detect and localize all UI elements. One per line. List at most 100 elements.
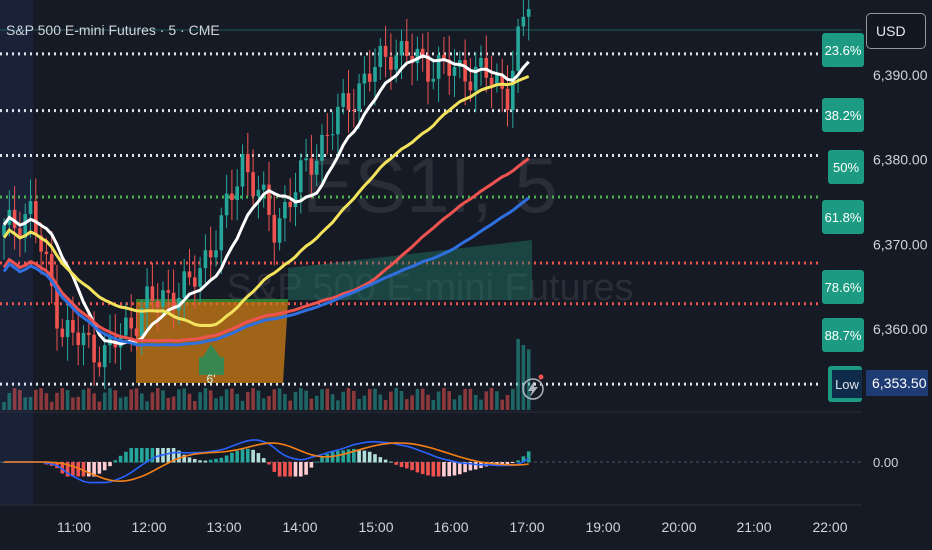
macd-bar [283, 462, 287, 477]
volume-bar [140, 393, 144, 410]
volume-bar [224, 389, 229, 410]
macd-bar [511, 462, 515, 464]
macd-bar [102, 462, 107, 471]
volume-bar [39, 388, 43, 410]
candle-body [320, 134, 324, 161]
candles [2, 0, 531, 410]
volume-bar [357, 398, 361, 410]
candle-body [272, 214, 277, 243]
volume-bar [76, 396, 80, 410]
macd-bar [60, 462, 65, 474]
macd-bar [145, 448, 149, 463]
macd-bar [272, 462, 277, 472]
macd-bar [389, 461, 393, 463]
volume-bar [34, 389, 38, 410]
volume-bar [171, 396, 176, 410]
macd-bar [299, 462, 303, 477]
volume-bar [378, 394, 383, 410]
candle-body [23, 214, 27, 238]
volume-bar [442, 388, 446, 410]
y-tick-label: 6,390.00 [873, 67, 928, 83]
macd-bar [92, 462, 96, 477]
volume-bar [113, 390, 118, 410]
candle-body [511, 70, 515, 111]
candle-body [71, 320, 75, 333]
volume-bar [352, 390, 356, 410]
macd-bar [399, 462, 404, 468]
macd-bar [304, 462, 308, 475]
candle-body [299, 160, 303, 193]
candle-body [500, 74, 504, 89]
macd-bar [129, 448, 133, 463]
macd-bar [394, 462, 398, 465]
volume-bar [177, 389, 181, 410]
volume-bar [399, 390, 404, 410]
volume-bar [28, 397, 33, 410]
fib-label: 61.8% [825, 210, 862, 225]
volume-bar [219, 396, 224, 410]
macd-bar [87, 462, 91, 477]
candle-body [399, 41, 404, 56]
volume-bar [511, 388, 515, 410]
fib-label: 88.7% [825, 328, 862, 343]
x-tick-label: 19:00 [585, 519, 620, 535]
x-tick-label: 22:00 [812, 519, 847, 535]
volume-bar [60, 388, 65, 410]
candle-body [92, 334, 96, 363]
macd-bar [76, 462, 80, 477]
volume-bar [2, 402, 6, 410]
x-tick-label: 11:00 [57, 519, 91, 535]
candle-body [346, 93, 351, 110]
candle-body [420, 48, 425, 56]
signal-line [4, 442, 529, 483]
volume-bar [129, 389, 133, 410]
target-zone [288, 240, 532, 300]
volume-bar [447, 391, 451, 410]
macd-bar [166, 448, 171, 463]
macd-bar [426, 462, 430, 476]
macd-bar [442, 462, 446, 477]
volume-bar [49, 401, 54, 410]
ema-red-line [2, 157, 530, 343]
fib-label-box [822, 98, 864, 132]
candle-body [140, 308, 144, 336]
volume-bar [246, 392, 250, 410]
currency-button[interactable]: USD [866, 13, 926, 49]
volume-bar [463, 388, 467, 410]
volume-bar [468, 388, 473, 410]
macd-bar [473, 462, 478, 470]
candle-body [256, 189, 261, 197]
entry-arrow [199, 344, 224, 375]
x-tick-label: 13:00 [206, 519, 241, 535]
candle-body [516, 26, 520, 71]
volume-bar [458, 395, 462, 410]
macd-bar [187, 457, 192, 463]
macd-bar [177, 450, 181, 463]
x-tick-label: 16:00 [433, 519, 468, 535]
volume-bar [23, 397, 27, 410]
candle-body [55, 285, 59, 329]
candle-body [526, 9, 531, 17]
macd-bar [198, 460, 202, 463]
x-tick-label: 20:00 [661, 519, 696, 535]
volume-bar [389, 391, 393, 410]
macd-bar [383, 459, 388, 463]
candle-body [251, 172, 255, 197]
volume-bar [55, 392, 59, 410]
candle-body [463, 60, 467, 82]
macd-bar [336, 450, 340, 463]
candle-body [288, 201, 292, 208]
volume-bar [44, 393, 49, 410]
candle-body [39, 235, 43, 252]
fib-label: 23.6% [825, 43, 862, 58]
candle-body [304, 158, 308, 161]
volume-bar [277, 388, 282, 410]
macd-bar [436, 462, 441, 477]
candle-body [415, 48, 420, 64]
volume-bar [341, 391, 345, 410]
volume-bar [65, 390, 70, 410]
candle-body [521, 16, 526, 27]
macd-bar [415, 462, 420, 473]
entry-arrow-label: 6' [207, 372, 216, 386]
